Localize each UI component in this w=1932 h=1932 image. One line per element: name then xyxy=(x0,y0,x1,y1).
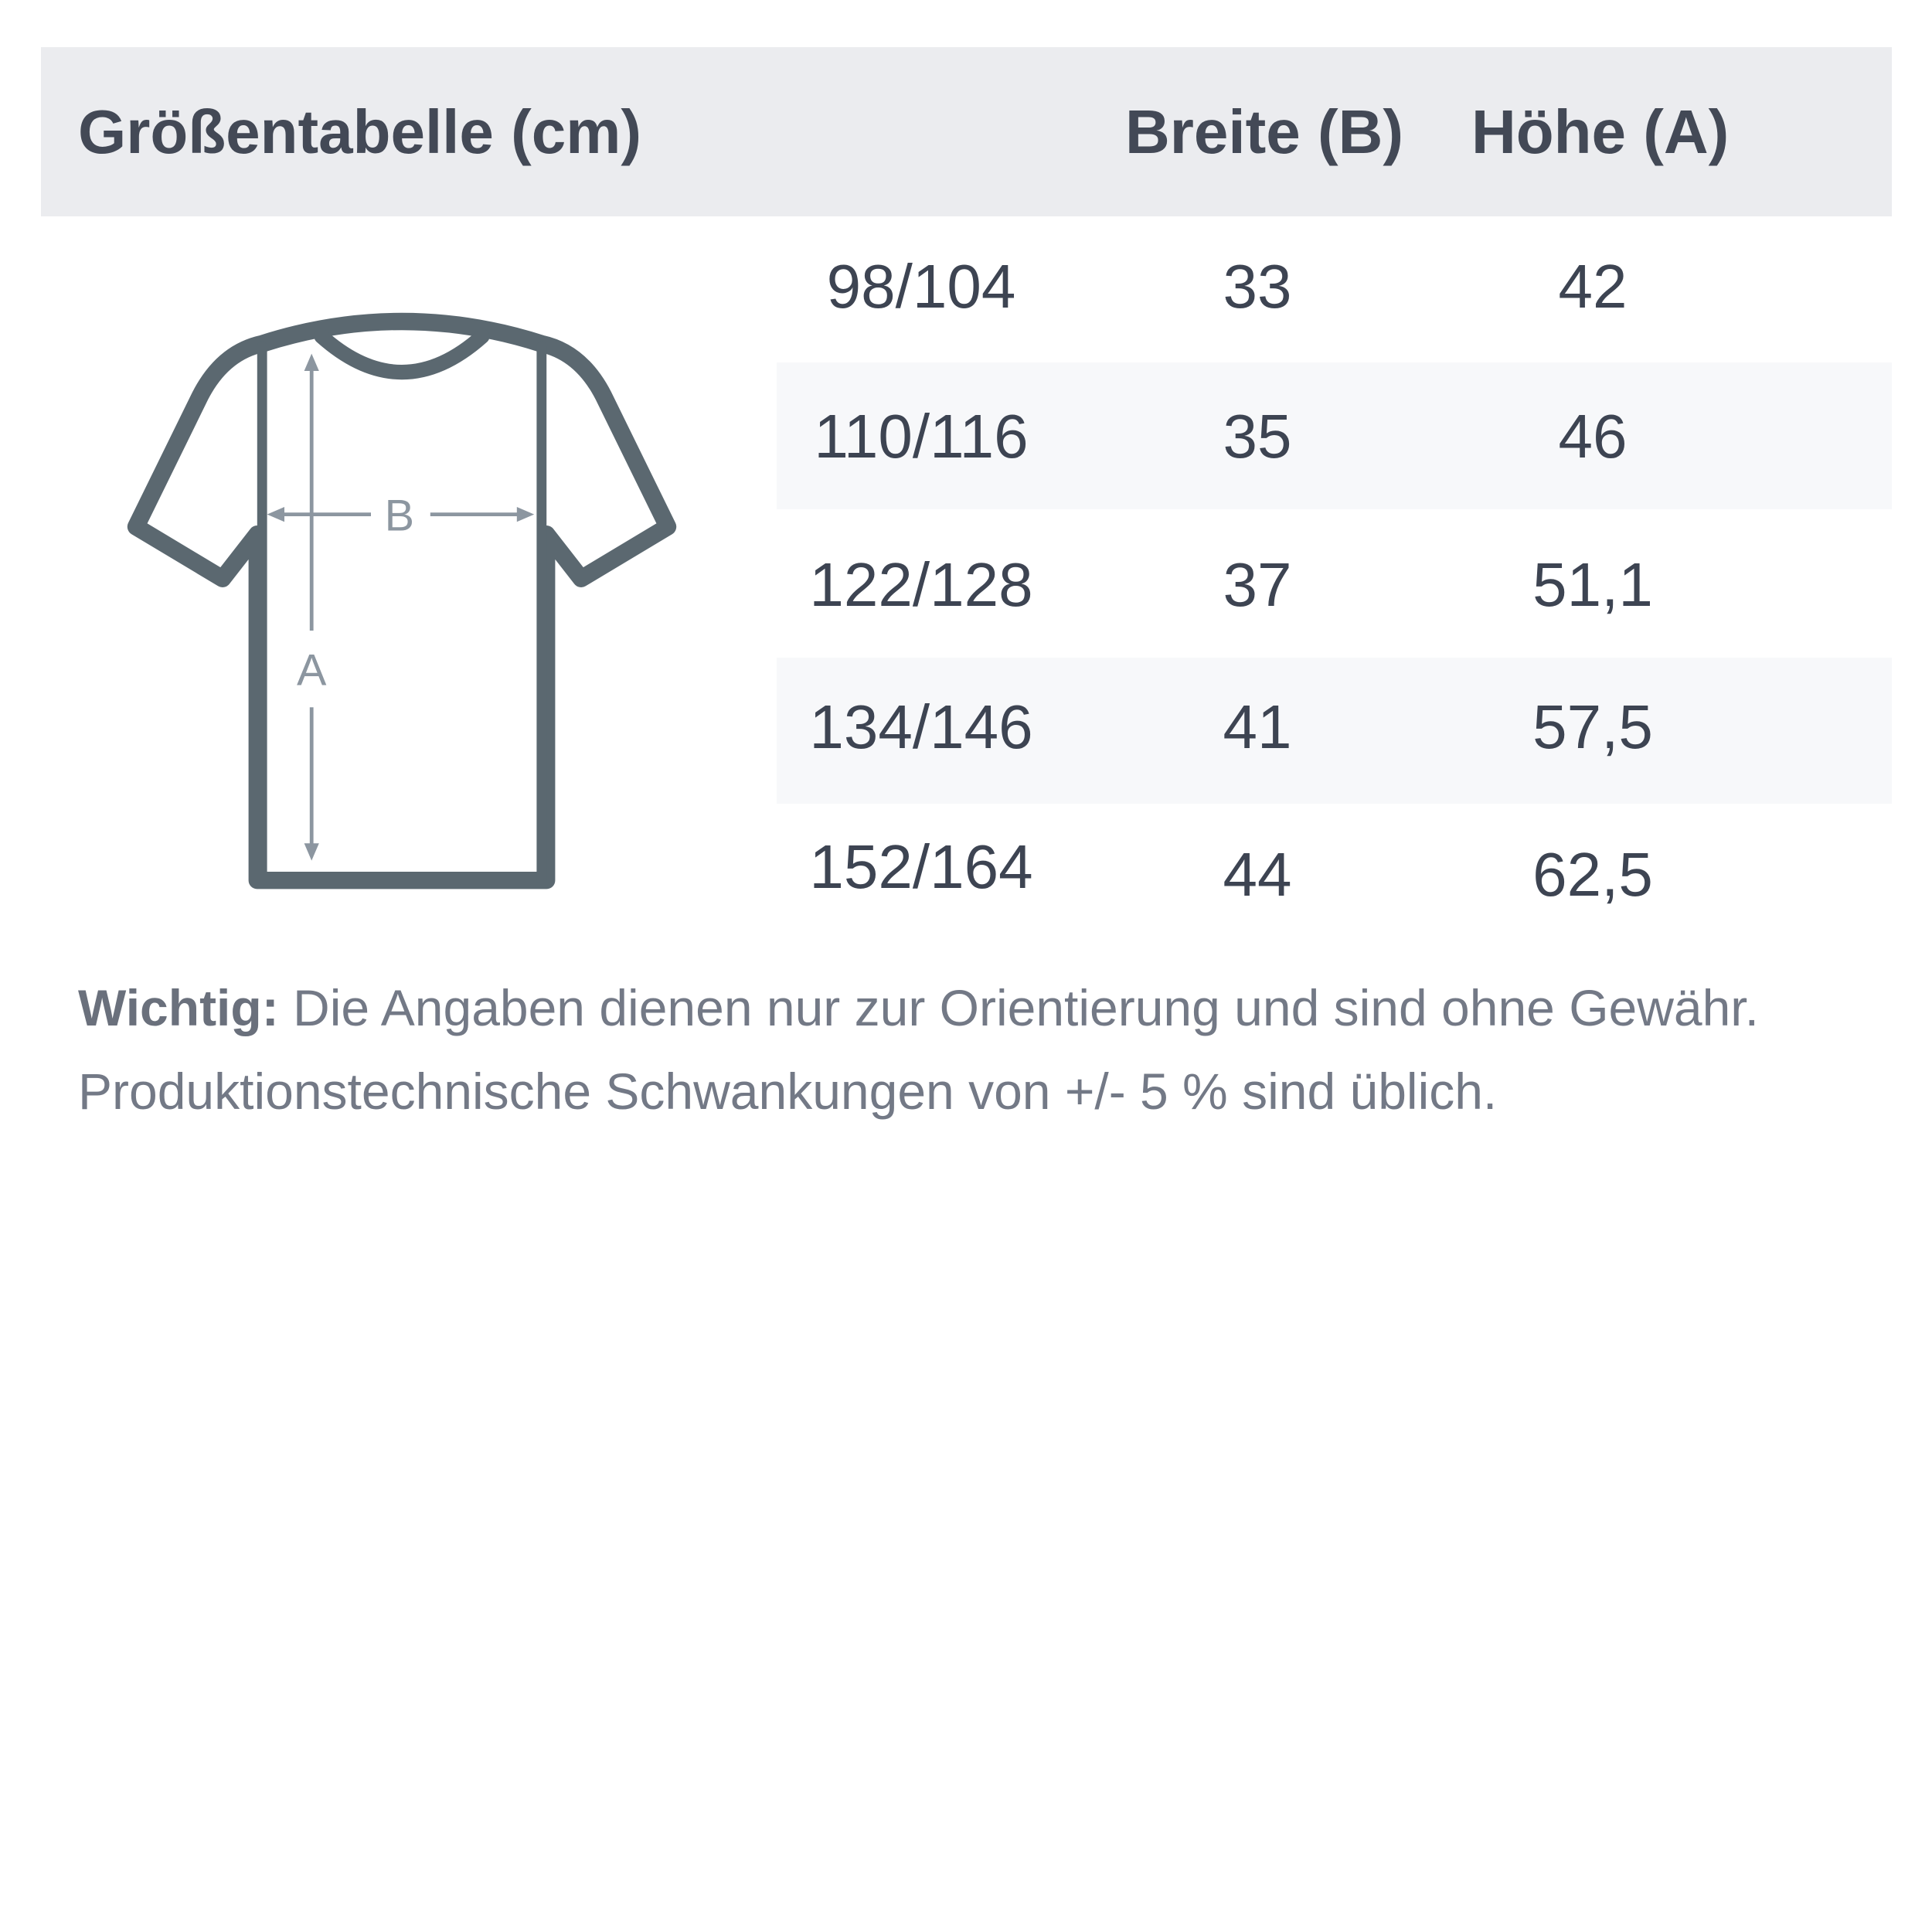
row-stripe xyxy=(777,362,1892,509)
cell-width: 35 xyxy=(1223,402,1292,471)
note-line-1: Wichtig: Die Angaben dienen nur zur Orie… xyxy=(78,978,1759,1037)
cell-size: 98/104 xyxy=(826,252,1016,321)
cell-height: 46 xyxy=(1558,402,1628,471)
label-a: A xyxy=(297,645,327,695)
cell-size: 122/128 xyxy=(809,550,1033,619)
cell-width: 41 xyxy=(1223,692,1292,761)
cell-height: 62,5 xyxy=(1532,840,1653,909)
cell-height: 51,1 xyxy=(1532,550,1653,619)
note-text-1: Die Angaben dienen nur zur Orientierung … xyxy=(293,979,1759,1036)
table-title: Größentabelle (cm) xyxy=(78,97,642,166)
cell-size: 152/164 xyxy=(809,832,1033,901)
cell-height: 42 xyxy=(1558,252,1628,321)
table-header: Größentabelle (cm) Breite (B) Höhe (A) xyxy=(41,47,1892,216)
cell-height: 57,5 xyxy=(1532,692,1653,761)
cell-size: 134/146 xyxy=(809,692,1033,761)
row-stripe xyxy=(777,658,1892,804)
cell-width: 37 xyxy=(1223,550,1292,619)
cell-size: 110/116 xyxy=(814,402,1029,471)
note-label: Wichtig: xyxy=(78,979,279,1036)
cell-width: 44 xyxy=(1223,840,1292,909)
column-header-height: Höhe (A) xyxy=(1471,97,1730,166)
note-line-2: Produktionstechnische Schwankungen von +… xyxy=(78,1063,1498,1120)
column-header-width: Breite (B) xyxy=(1125,97,1404,166)
label-b: B xyxy=(385,491,414,540)
cell-width: 33 xyxy=(1223,252,1292,321)
